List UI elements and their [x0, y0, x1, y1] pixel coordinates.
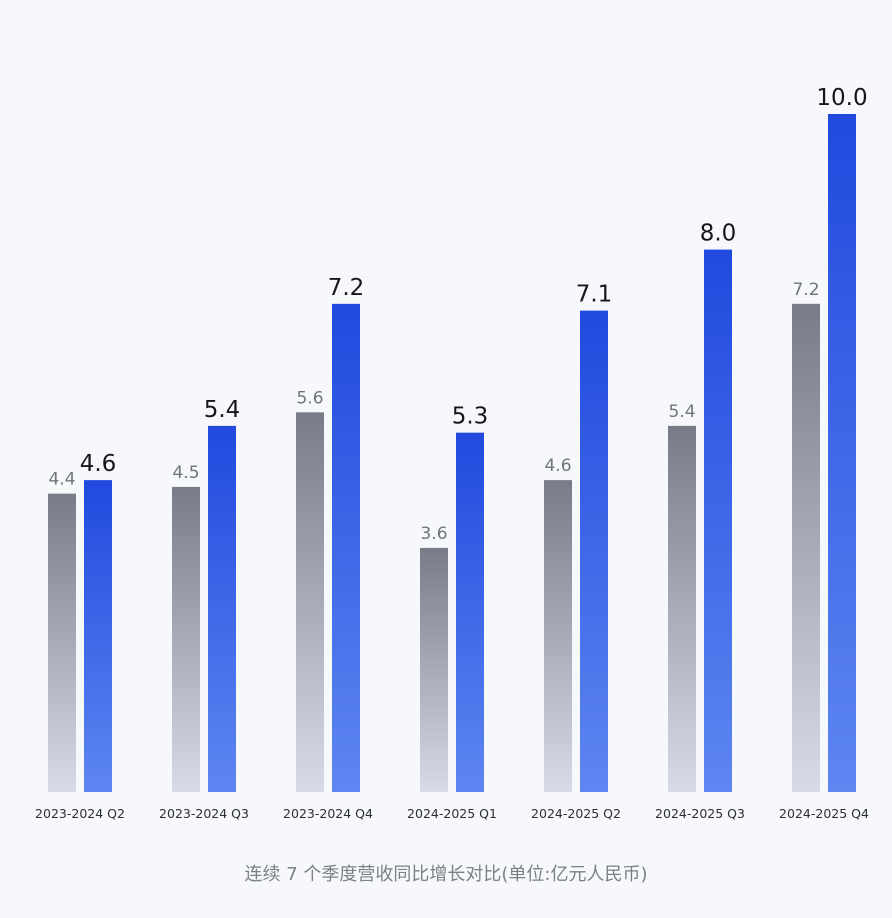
x-tick-label-1: 2023-2024 Q2	[35, 806, 125, 821]
value-label-current-1: 4.6	[80, 451, 117, 477]
x-tick-labels-group: 2023-2024 Q2 2023-2024 Q3 2023-2024 Q4 2024…	[35, 806, 869, 821]
value-label-previous-7: 7.2	[792, 280, 819, 300]
value-label-current-7: 10.0	[816, 85, 867, 111]
value-labels-group: 4.44.6 4.55.4 5.67.23.65.34.67.15.48.07.21…	[48, 85, 867, 544]
value-label-previous-4: 3.6	[420, 524, 447, 544]
bar-current-1	[84, 480, 112, 792]
bar-previous-6	[668, 425, 696, 792]
bar-current-3	[332, 303, 360, 792]
value-label-current-4: 5.3	[452, 404, 489, 430]
value-label-current-6: 8.0	[700, 221, 737, 247]
value-label-current-2: 5.4	[204, 397, 241, 423]
value-label-previous-2: 4.5	[172, 463, 199, 483]
value-label-previous-6: 5.4	[668, 402, 695, 422]
bar-current-2	[208, 425, 236, 792]
x-tick-label-5: 2024-2025 Q2	[531, 806, 621, 821]
value-label-current-5: 7.1	[576, 282, 613, 308]
value-label-previous-5: 4.6	[544, 456, 571, 476]
x-tick-label-2: 2023-2024 Q3	[159, 806, 249, 821]
chart-caption: 连续 7 个季度营收同比增长对比(单位:亿元人民币)	[244, 864, 648, 885]
x-tick-label-7: 2024-2025 Q4	[779, 806, 869, 821]
x-tick-label-4: 2024-2025 Q1	[407, 806, 497, 821]
bar-current-6	[704, 249, 732, 793]
bar-previous-7	[792, 303, 820, 792]
bar-previous-5	[544, 480, 572, 792]
value-label-previous-3: 5.6	[296, 388, 323, 408]
bar-current-4	[456, 432, 484, 792]
bar-previous-3	[296, 412, 324, 792]
bar-previous-4	[420, 547, 448, 792]
value-label-previous-1: 4.4	[48, 470, 75, 490]
bar-current-5	[580, 310, 608, 792]
x-tick-label-3: 2023-2024 Q4	[283, 806, 373, 821]
bars-group	[48, 114, 856, 793]
value-label-current-3: 7.2	[328, 275, 365, 301]
bar-current-7	[828, 114, 856, 792]
bar-previous-2	[172, 486, 200, 792]
x-tick-label-6: 2024-2025 Q3	[655, 806, 745, 821]
bar-previous-1	[48, 493, 76, 792]
